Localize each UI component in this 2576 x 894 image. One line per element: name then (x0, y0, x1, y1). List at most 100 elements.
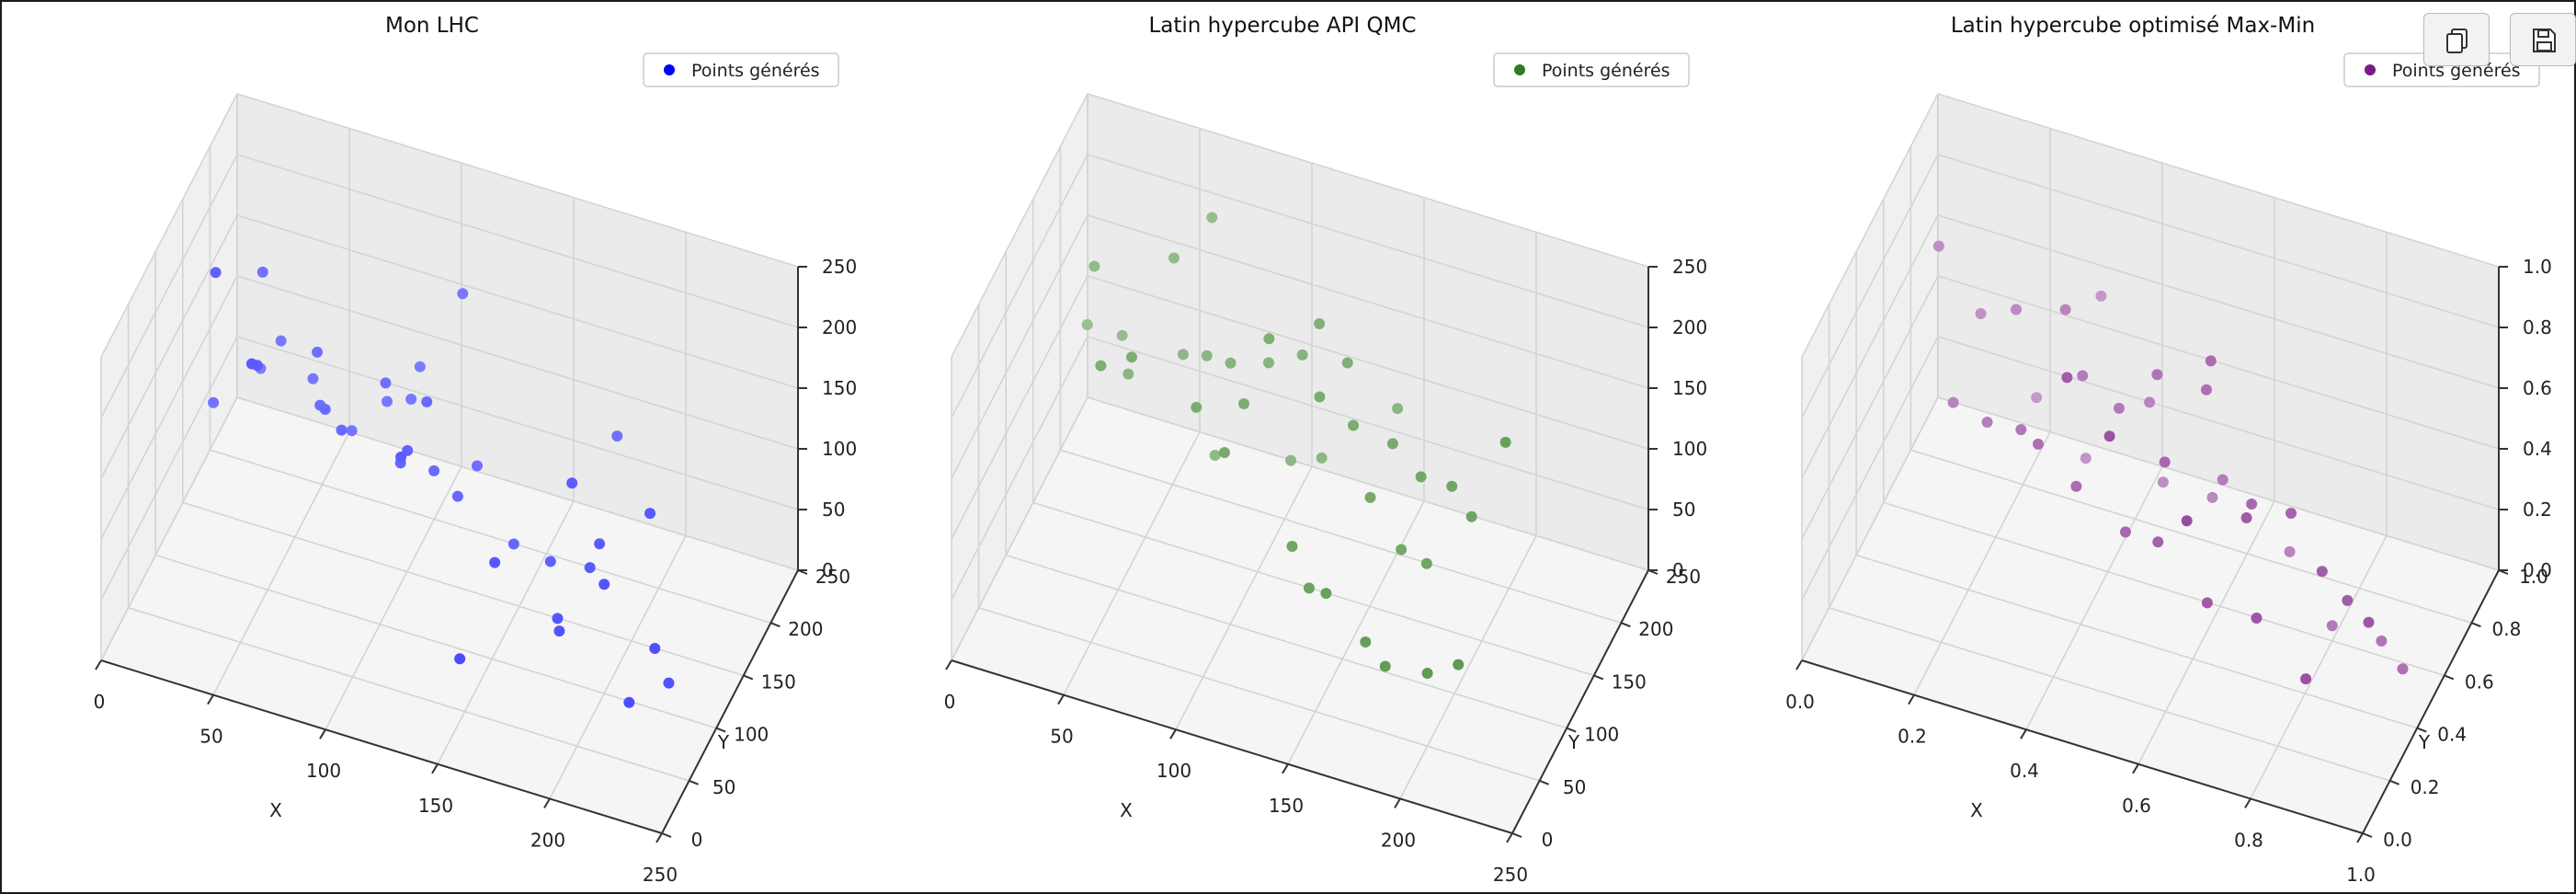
z-tick-label: 0.6 (2523, 377, 2552, 399)
z-grid-left (951, 336, 1089, 601)
x-tick (1394, 797, 1401, 808)
data-point (2284, 545, 2296, 557)
data-point (256, 266, 268, 278)
y-tick (661, 832, 672, 838)
z-grid-left (1801, 336, 1939, 601)
data-point (489, 556, 501, 568)
z-grid-back (1937, 336, 2500, 510)
y-tick-label: 200 (1638, 618, 1673, 640)
y-grid-floor (236, 396, 799, 571)
y-tick (1593, 674, 1604, 681)
data-point (1420, 557, 1432, 569)
data-point (457, 288, 469, 300)
x-grid-floor (212, 431, 350, 695)
save-button[interactable] (2510, 13, 2576, 66)
x-axis-line (100, 659, 663, 834)
z-grid-left (100, 154, 238, 418)
z-grid-left (100, 336, 238, 601)
x-grid-floor (1913, 431, 2051, 695)
chart-title: Latin hypercube optimisé Max-Min (1951, 14, 2315, 38)
data-point (428, 464, 440, 476)
data-point (1168, 252, 1180, 264)
data-point (1360, 636, 1372, 648)
data-point (623, 696, 635, 708)
x-tick (1169, 728, 1177, 739)
data-point (1191, 401, 1203, 413)
z-grid-left (1801, 93, 1939, 358)
data-point (1089, 260, 1100, 272)
scatter-panel-2: 0501001502002500501001502002500501001502… (944, 14, 1708, 886)
data-point (2240, 511, 2252, 523)
data-point (2217, 474, 2228, 486)
x-axis-label: X (1970, 799, 1983, 821)
data-point (1314, 391, 1326, 403)
x-tick (2020, 728, 2027, 739)
x-axis-label: X (269, 799, 282, 821)
y-grid-floor (1005, 554, 1567, 729)
data-point (2070, 480, 2082, 492)
data-point (2114, 402, 2125, 414)
chart-title: Latin hypercube API QMC (1148, 14, 1416, 38)
back-wall (1088, 94, 1648, 570)
back-wall (1938, 94, 2499, 570)
x-grid-floor (549, 535, 687, 799)
x-grid-floor (1399, 535, 1537, 799)
data-point (2205, 355, 2217, 367)
z-grid-left (951, 93, 1089, 358)
y-tick (2362, 832, 2373, 838)
data-point (1206, 212, 1218, 224)
y-tick-label: 0.6 (2465, 670, 2494, 693)
z-grid-back (236, 214, 799, 389)
x-tick-label: 200 (530, 829, 565, 851)
x-tick (207, 694, 214, 705)
data-point (598, 579, 610, 590)
data-point (1263, 357, 1274, 369)
data-point (405, 394, 417, 406)
z-tick-label: 0.0 (2523, 559, 2552, 581)
copy-icon (2446, 29, 2468, 53)
data-point (1123, 368, 1134, 380)
z-grid-left (1801, 154, 1939, 418)
x-tick-label: 50 (1050, 726, 1073, 748)
copy-button[interactable] (2423, 13, 2490, 66)
z-tick-label: 150 (1672, 377, 1707, 399)
x-tick (2244, 797, 2251, 808)
x-tick (945, 659, 952, 670)
z-tick-label: 0.2 (2523, 499, 2552, 521)
data-point (644, 508, 656, 520)
data-point (2059, 304, 2071, 315)
data-point (2103, 430, 2115, 442)
x-grid-floor (1063, 431, 1201, 695)
y-axis-label: Y (2418, 731, 2431, 753)
data-point (584, 562, 596, 574)
data-point (1201, 350, 1213, 361)
data-point (2061, 372, 2073, 384)
data-point (1392, 403, 1404, 415)
data-point (2397, 663, 2409, 675)
x-tick (2356, 832, 2364, 843)
data-point (395, 451, 407, 463)
data-point (471, 460, 483, 472)
data-point (649, 643, 661, 655)
data-point (1209, 450, 1221, 461)
z-tick-label: 50 (1672, 499, 1695, 521)
data-point (1286, 541, 1298, 552)
x-tick (543, 797, 551, 808)
y-tick (1621, 622, 1631, 628)
data-point (2011, 304, 2022, 315)
y-tick (2444, 674, 2455, 681)
data-point (1981, 417, 1993, 429)
data-point (2033, 438, 2044, 450)
data-point (2201, 384, 2212, 395)
x-axis-line (1801, 659, 2364, 834)
y-tick (689, 779, 699, 785)
data-point (1116, 329, 1128, 341)
y-axis-label: Y (1567, 731, 1580, 753)
data-point (1947, 396, 1959, 408)
data-point (346, 425, 358, 437)
x-tick-label: 150 (418, 795, 453, 817)
legend-label: Points générés (1542, 61, 1670, 81)
data-point (1095, 360, 1107, 372)
data-point (1225, 357, 1237, 369)
